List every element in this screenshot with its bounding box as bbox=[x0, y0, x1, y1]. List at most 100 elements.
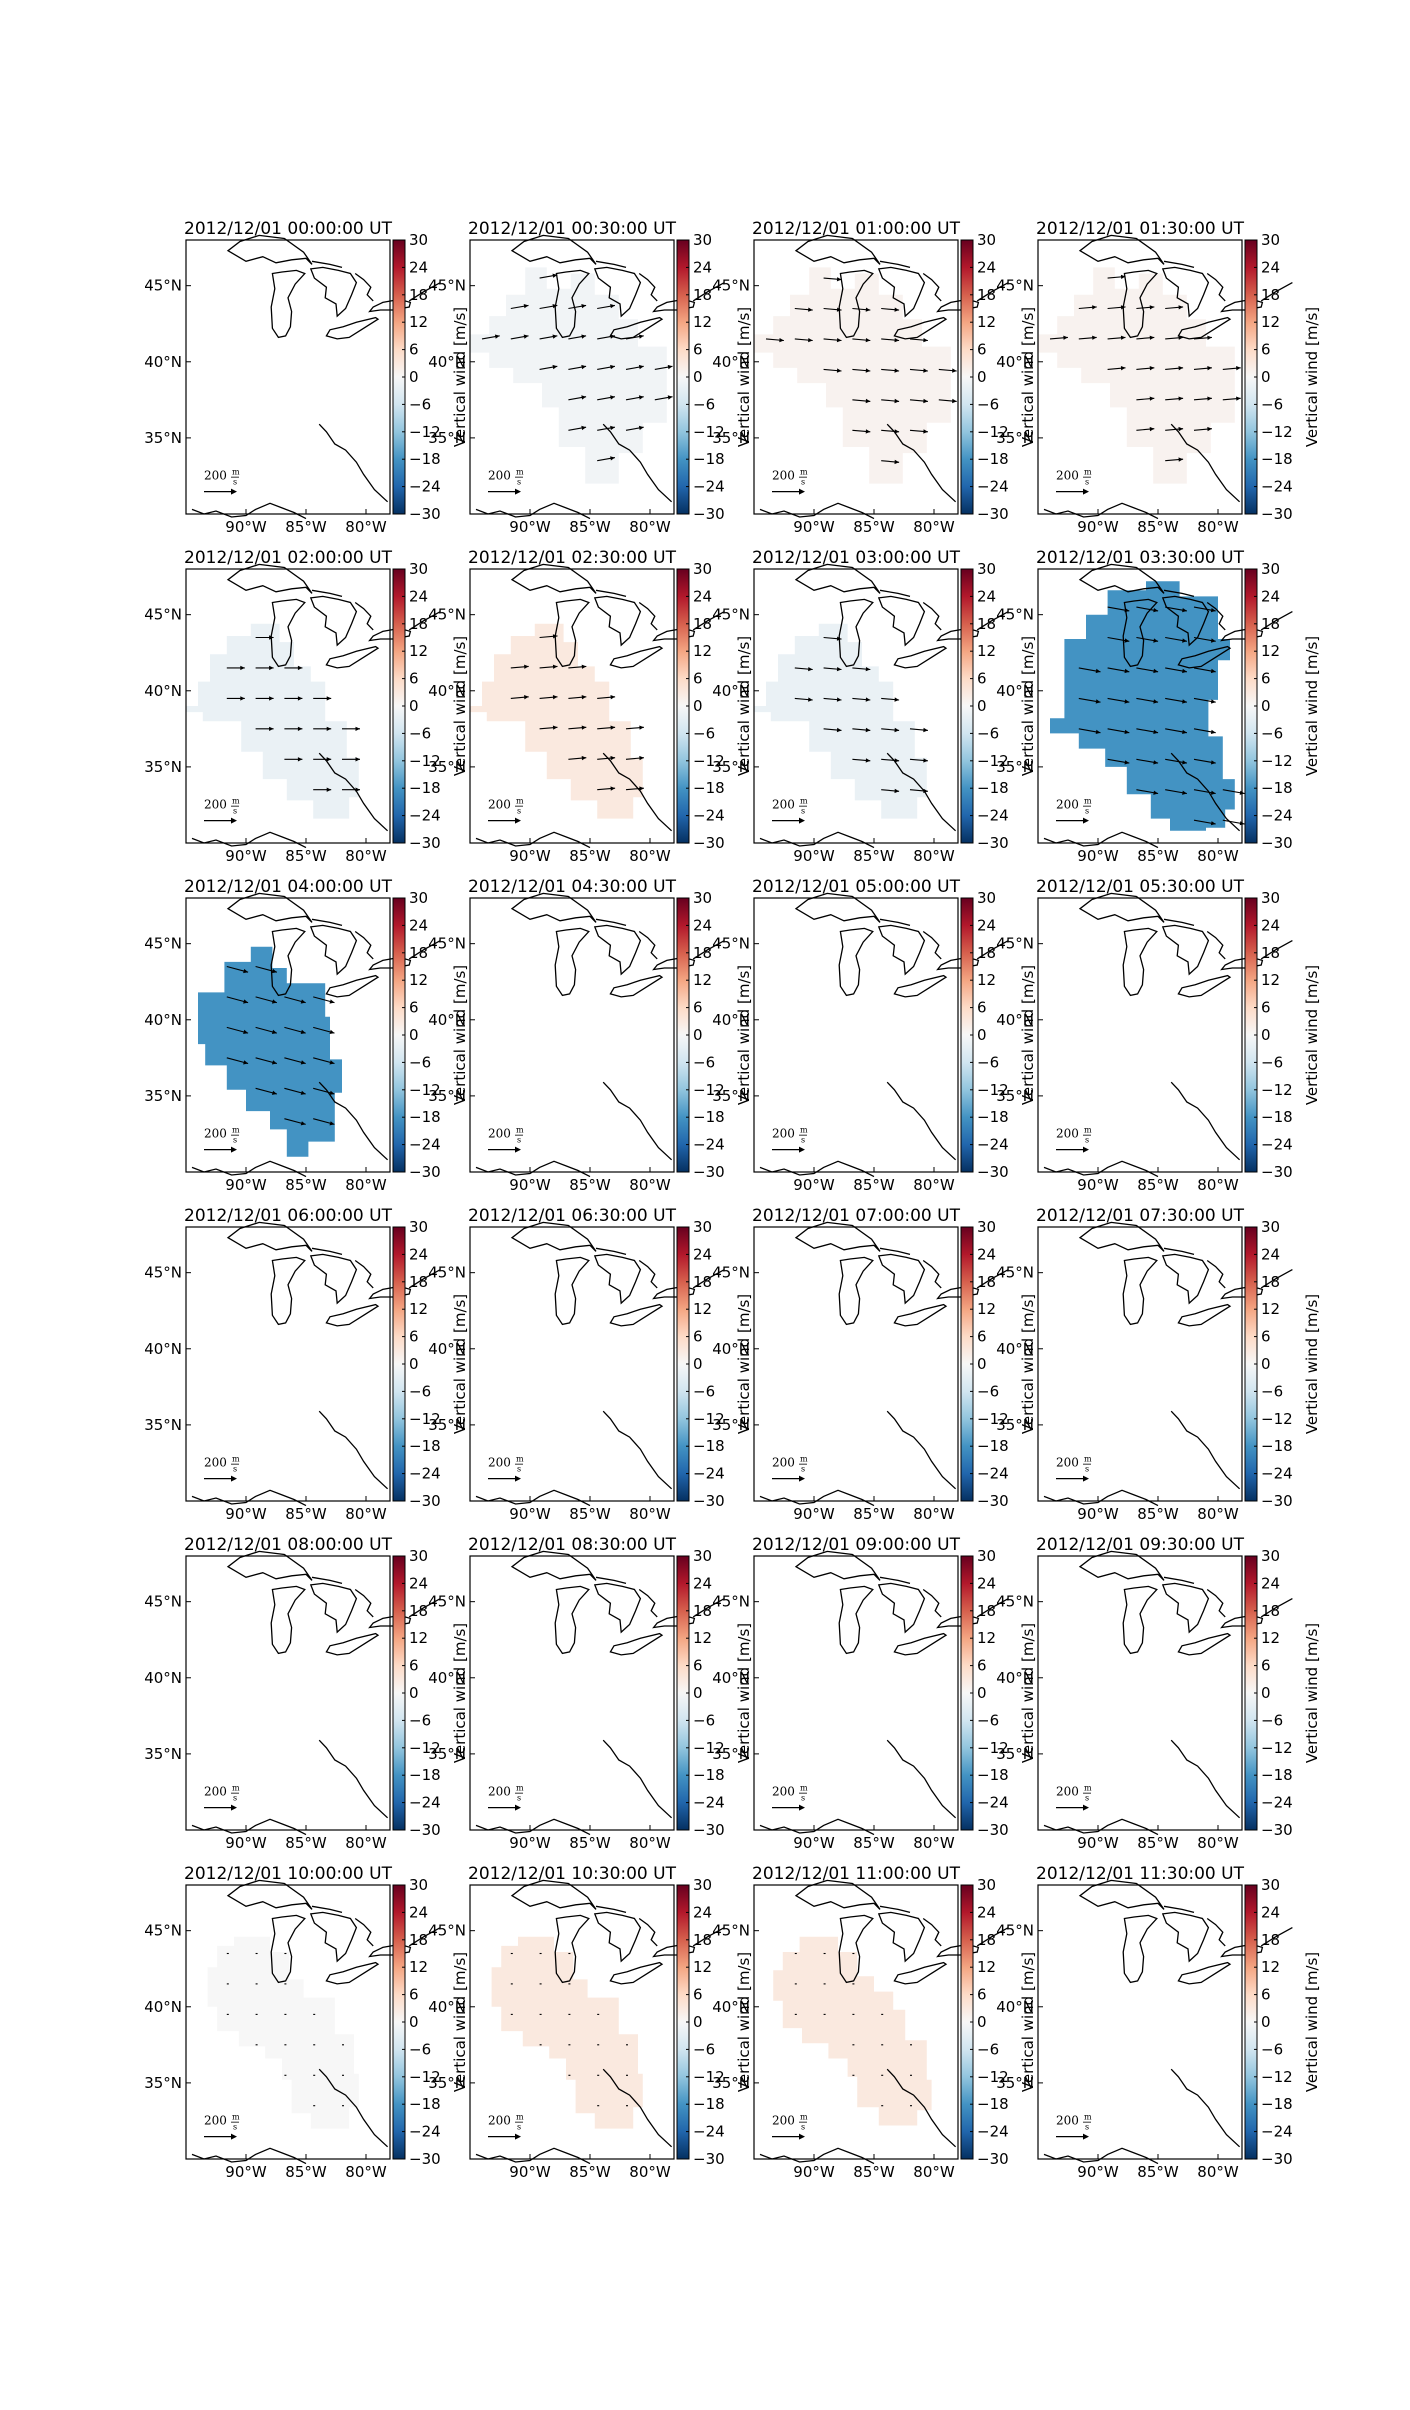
scale-unit-numerator: m bbox=[1084, 797, 1092, 806]
lake-outline bbox=[794, 1550, 881, 1581]
colorbar-tick-label: 18 bbox=[693, 286, 712, 304]
lake-outline bbox=[510, 1879, 597, 1910]
coast-line bbox=[1170, 1739, 1241, 1819]
lat-tick-label: 35°N bbox=[428, 2074, 466, 2092]
coast-line bbox=[1260, 611, 1293, 631]
lon-tick-label: 80°W bbox=[1197, 1834, 1239, 1852]
panel-title: 2012/12/01 03:00:00 UT bbox=[752, 548, 961, 568]
lake-outline bbox=[593, 924, 642, 976]
lat-tick-label: 45°N bbox=[428, 277, 466, 295]
scale-unit-numerator: m bbox=[800, 468, 808, 477]
lat-tick-label: 40°N bbox=[428, 1340, 466, 1358]
colorbar-tick-label: 6 bbox=[693, 999, 703, 1017]
wind-arrow-head bbox=[271, 1029, 277, 1034]
lake-outline bbox=[325, 1303, 380, 1327]
colorbar-tick-label: 0 bbox=[693, 1684, 703, 1702]
lake-outline bbox=[609, 1632, 664, 1656]
colorbar-tick-label: −24 bbox=[409, 2123, 441, 2141]
colorbar-tick-label: −30 bbox=[1261, 505, 1293, 523]
lake-outline bbox=[226, 563, 313, 594]
colorbar-tick-label: 6 bbox=[977, 341, 987, 359]
scale-unit-denominator: s bbox=[801, 1465, 805, 1474]
colorbar-tick-label: −12 bbox=[409, 1739, 441, 1757]
lake-outline bbox=[309, 924, 358, 976]
colorbar-tick-label: −6 bbox=[977, 1053, 999, 1071]
wind-arrow-head bbox=[1124, 729, 1130, 734]
panel-title: 2012/12/01 06:00:00 UT bbox=[184, 1206, 393, 1226]
coast-line bbox=[354, 930, 374, 960]
wind-arrow-head bbox=[326, 726, 332, 731]
wind-arrow-head bbox=[1124, 638, 1130, 643]
scale-unit-numerator: m bbox=[516, 468, 524, 477]
lake-outline bbox=[893, 645, 948, 669]
colorbar-tick-label: −12 bbox=[977, 423, 1009, 441]
lat-tick-label: 45°N bbox=[712, 1593, 750, 1611]
coast-line bbox=[595, 918, 627, 927]
colorbar-tick-label: −12 bbox=[693, 1410, 725, 1428]
wind-arrow-head bbox=[1095, 729, 1101, 734]
colorbar-tick-label: −18 bbox=[977, 450, 1009, 468]
lake-outline bbox=[1177, 1303, 1232, 1327]
colorbar-tick-label: 30 bbox=[1261, 231, 1280, 249]
colorbar-tick-label: −30 bbox=[977, 505, 1009, 523]
coast-line bbox=[602, 752, 673, 832]
scale-arrow-head bbox=[799, 817, 805, 824]
map-panel: 2012/12/01 04:00:00 UT 200 ms 90°W 85°W 80°W 4… bbox=[144, 877, 469, 1194]
lat-tick-label: 35°N bbox=[996, 758, 1034, 776]
colorbar-tick-label: 6 bbox=[693, 1657, 703, 1675]
scale-unit-denominator: s bbox=[1085, 478, 1089, 487]
coast-line bbox=[475, 1160, 591, 1178]
lon-tick-label: 85°W bbox=[1137, 2163, 1179, 2181]
lake-outline bbox=[270, 1256, 306, 1326]
colorbar-tick-label: −24 bbox=[1261, 1794, 1293, 1812]
scale-label: 200 bbox=[772, 798, 795, 812]
colorbar-tick-label: 6 bbox=[977, 670, 987, 688]
coast-line bbox=[1043, 2147, 1159, 2165]
wind-arrow-head bbox=[552, 364, 558, 370]
lat-tick-label: 45°N bbox=[428, 1593, 466, 1611]
coast-line bbox=[1163, 589, 1195, 598]
colorbar-tick-label: 12 bbox=[409, 971, 428, 989]
wind-arrow-head bbox=[667, 364, 673, 370]
lat-tick-label: 35°N bbox=[996, 429, 1034, 447]
wind-arrow-head bbox=[524, 695, 529, 700]
scale-unit-denominator: s bbox=[517, 2123, 521, 2132]
wind-arrow-head bbox=[581, 425, 587, 431]
colorbar-tick-label: 30 bbox=[409, 1218, 428, 1236]
coast-line bbox=[311, 1905, 343, 1914]
coast-line bbox=[922, 930, 942, 960]
colorbar-tick-label: 12 bbox=[1261, 971, 1280, 989]
wind-arrow-head bbox=[836, 697, 842, 702]
colorbar-tick-label: 6 bbox=[693, 341, 703, 359]
wind-arrow-head bbox=[894, 398, 900, 404]
wind-arrow-head bbox=[894, 697, 900, 702]
lon-tick-label: 85°W bbox=[1137, 1505, 1179, 1523]
panel-title: 2012/12/01 09:30:00 UT bbox=[1036, 1535, 1245, 1555]
lake-outline bbox=[893, 1961, 948, 1985]
colorbar-tick-label: 18 bbox=[977, 1602, 996, 1620]
coast-line bbox=[318, 1739, 389, 1819]
colorbar-tick-label: −30 bbox=[977, 1821, 1009, 1839]
map-frame bbox=[185, 1555, 391, 1831]
lat-tick-label: 40°N bbox=[996, 682, 1034, 700]
coast-line bbox=[595, 1247, 627, 1256]
wind-arrow-head bbox=[297, 757, 303, 762]
lake-outline bbox=[1122, 1914, 1158, 1984]
colorbar-tick-label: 30 bbox=[977, 231, 996, 249]
colorbar-tick-label: 6 bbox=[693, 670, 703, 688]
coastline bbox=[475, 234, 725, 520]
wind-arrow-head bbox=[269, 696, 274, 701]
coast-line bbox=[354, 601, 374, 631]
map-frame bbox=[469, 1555, 675, 1831]
coast-line bbox=[879, 589, 911, 598]
lake-outline bbox=[226, 1550, 313, 1581]
scale-unit-numerator: m bbox=[800, 797, 808, 806]
coast-line bbox=[879, 918, 911, 927]
colorbar-tick-label: −18 bbox=[1261, 779, 1293, 797]
wind-arrow-head bbox=[271, 968, 277, 974]
wind-arrow-head bbox=[581, 395, 587, 400]
colorbar-tick-label: −12 bbox=[977, 2068, 1009, 2086]
colorbar-tick-label: 18 bbox=[693, 615, 712, 633]
scale-label: 200 bbox=[204, 1785, 227, 1799]
map-background bbox=[186, 1556, 390, 1830]
